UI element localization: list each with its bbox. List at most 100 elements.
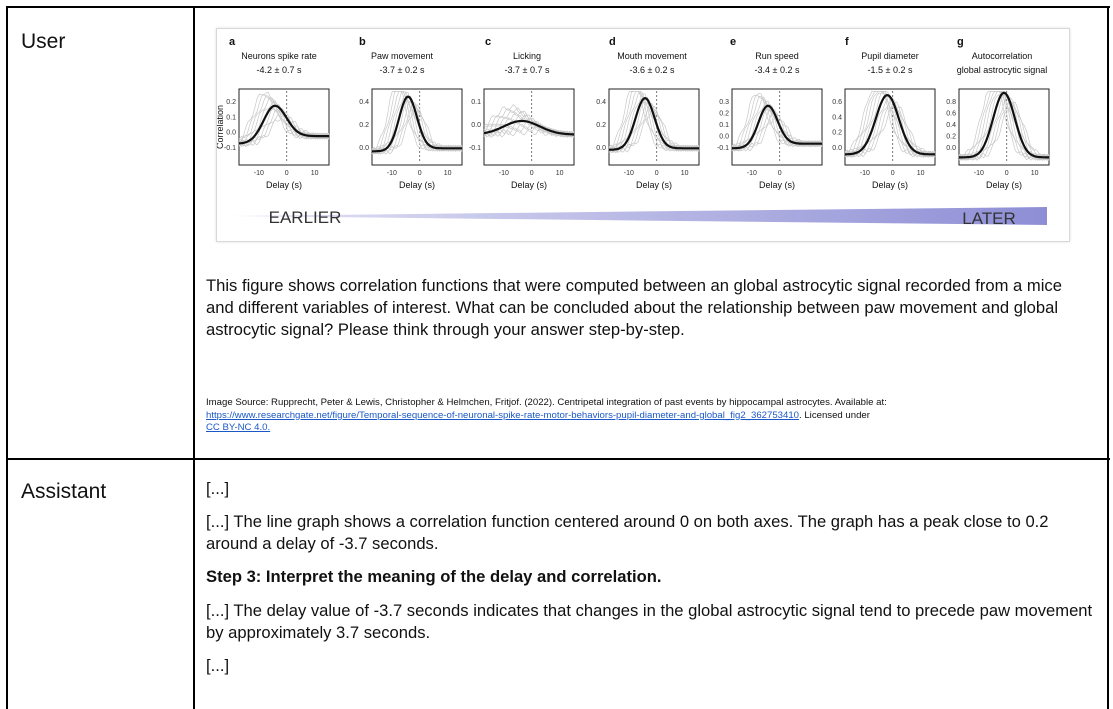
x-tick-label: 0 (530, 170, 534, 177)
image-source-citation: Image Source: Rupprecht, Peter & Lewis, … (206, 397, 1096, 435)
x-tick-label: -10 (974, 170, 984, 177)
earlier-label: EARLIER (269, 208, 342, 227)
y-tick-label: 0.0 (946, 145, 956, 152)
y-tick-label: 0.3 (719, 99, 729, 106)
mean-trace (238, 104, 329, 145)
x-axis-label: Delay (s) (399, 180, 435, 190)
panel-letter: f (845, 36, 849, 48)
x-tick-label: 10 (917, 170, 925, 177)
individual-trace (958, 94, 1050, 161)
table-left-border (6, 6, 8, 709)
individual-trace (958, 96, 1050, 161)
individual-trace (844, 106, 936, 158)
panel-subtitle: global astrocytic signal (957, 65, 1048, 75)
x-tick-label: 0 (285, 170, 289, 177)
panel-frame (731, 88, 823, 166)
x-tick-label: -10 (254, 170, 264, 177)
panel-a: a Neurons spike rate -4.2 ± 0.7 s 0.2 0.1 0.0… (215, 36, 330, 190)
y-tick-label: 0.2 (359, 122, 369, 129)
user-role-label: User (21, 30, 66, 53)
y-tick-label: 0.2 (719, 111, 729, 118)
timeline-arrow-bar (231, 207, 1047, 225)
panel-b: b Paw movement -3.7 ± 0.2 s 0.4 0.2 0.0 -10 0 10… (359, 36, 463, 190)
individual-trace (483, 114, 575, 138)
source-link[interactable]: https://www.researchgate.net/figure/Temp… (206, 409, 800, 421)
assistant-ellipsis-bottom: [...] (206, 656, 230, 675)
y-tick-label: -0.1 (717, 145, 729, 152)
panel-frame (483, 88, 575, 166)
mean-trace (959, 91, 1049, 159)
x-tick-label: -10 (499, 170, 509, 177)
panel-title: Licking (513, 51, 541, 61)
assistant-ellipsis-top: [...] (206, 479, 230, 498)
panel-title: Autocorrelation (972, 51, 1033, 61)
panel-title: Paw movement (371, 51, 434, 61)
individual-trace (608, 104, 700, 153)
panel-c: c Licking -3.7 ± 0.7 s 0.1 0.0 -0.1 -10 0 10 Dela… (469, 36, 575, 190)
individual-trace (958, 90, 1050, 161)
panel-title: Pupil diameter (861, 51, 919, 61)
source-suffix: . Licensed under (799, 409, 870, 421)
panel-frame (238, 88, 330, 166)
panel-subtitle: -1.5 ± 0.2 s (868, 65, 913, 75)
panel-f: f Pupil diameter -1.5 ± 0.2 s 0.6 0.4 0.2 0.0 -… (832, 36, 936, 190)
y-tick-label: 0.2 (596, 122, 606, 129)
panel-letter: d (609, 36, 616, 48)
x-tick-label: 0 (418, 170, 422, 177)
x-tick-label: -10 (387, 170, 397, 177)
y-tick-label: 0.2 (832, 130, 842, 137)
panel-g: g Autocorrelation global astrocytic signal… (946, 36, 1050, 190)
later-label: LATER (962, 209, 1016, 228)
user-question: This figure shows correlation functions … (206, 276, 1062, 339)
y-tick-label: 0.4 (946, 122, 956, 129)
x-tick-label: 0 (891, 170, 895, 177)
panel-letter: b (359, 36, 366, 48)
x-tick-label: -10 (624, 170, 634, 177)
y-tick-label: 0.4 (832, 114, 842, 121)
y-tick-label: 0.1 (719, 122, 729, 129)
y-tick-label: 0.0 (359, 145, 369, 152)
individual-trace (958, 90, 1050, 161)
assistant-paragraph-1: [...] The line graph shows a correlation… (206, 512, 1049, 553)
panel-subtitle: -3.6 ± 0.2 s (630, 65, 675, 75)
individual-trace (371, 91, 463, 154)
x-tick-label: 10 (311, 170, 319, 177)
mean-trace (608, 96, 699, 151)
y-tick-label: 0.2 (946, 134, 956, 141)
x-tick-label: 10 (1031, 170, 1039, 177)
panel-letter: a (229, 36, 236, 48)
panel-frame (608, 88, 700, 166)
y-tick-label: 0.8 (946, 99, 956, 106)
panel-frame (844, 88, 936, 166)
panel-frame (371, 88, 463, 166)
panel-title: Neurons spike rate (241, 51, 317, 61)
figure-panel: a Neurons spike rate -4.2 ± 0.7 s 0.2 0.1 0.0… (215, 28, 1070, 242)
x-axis-label: Delay (s) (872, 180, 908, 190)
individual-trace (844, 90, 936, 158)
assistant-paragraph-2: [...] The delay value of -3.7 seconds in… (206, 601, 1093, 642)
y-tick-label: 0.0 (719, 134, 729, 141)
x-axis-label: Delay (s) (636, 180, 672, 190)
table-row-divider (6, 458, 1110, 460)
individual-trace (238, 110, 330, 147)
y-tick-label: 0.2 (226, 99, 236, 106)
panel-letter: c (485, 36, 491, 48)
x-tick-label: 0 (655, 170, 659, 177)
mean-trace (372, 95, 462, 153)
y-tick-label: 0.4 (596, 99, 606, 106)
mean-trace (732, 104, 822, 150)
y-tick-label: 0.6 (832, 99, 842, 106)
x-tick-label: -10 (747, 170, 757, 177)
y-tick-label: 0.0 (596, 145, 606, 152)
panel-subtitle: -3.4 ± 0.2 s (755, 65, 800, 75)
x-tick-label: 10 (444, 170, 452, 177)
panel-subtitle: -3.7 ± 0.2 s (380, 65, 425, 75)
individual-trace (371, 102, 463, 155)
source-prefix: Image Source: Rupprecht, Peter & Lewis, … (206, 397, 887, 408)
individual-trace (958, 97, 1050, 161)
y-tick-label: 0.0 (226, 130, 236, 137)
license-link[interactable]: CC BY-NC 4.0. (206, 422, 271, 433)
individual-trace (958, 90, 1050, 161)
panel-title: Mouth movement (617, 51, 687, 61)
